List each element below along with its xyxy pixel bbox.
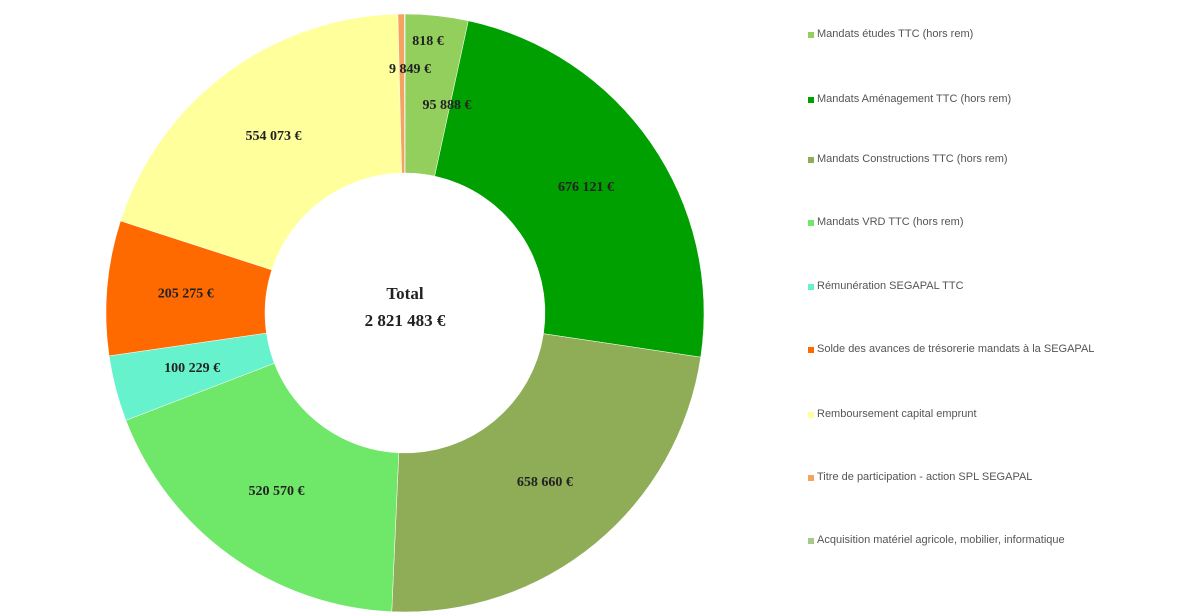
legend-label: Mandats Aménagement TTC (hors rem): [817, 93, 1012, 105]
legend-item: Mandats Constructions TTC (hors rem): [808, 153, 1182, 165]
legend-swatch: [808, 284, 814, 290]
slice: [404, 13, 406, 174]
legend-item: Titre de participation - action SPL SEGA…: [808, 471, 1182, 483]
legend-label: Mandats Constructions TTC (hors rem): [817, 153, 1008, 165]
slice: [120, 13, 402, 271]
legend-item: Solde des avances de trésorerie mandats …: [808, 343, 1182, 355]
legend-swatch: [808, 157, 814, 163]
legend-swatch: [808, 347, 814, 353]
legend-swatch: [808, 475, 814, 481]
chart: Total 2 821 483 € 95 888 € 676 121 € 658 6…: [105, 13, 705, 612]
legend-swatch: [808, 412, 814, 418]
legend-label: Solde des avances de trésorerie mandats …: [817, 343, 1095, 355]
data-label: 205 275 €: [158, 287, 214, 302]
legend-item: Acquisition matériel agricole, mobilier,…: [808, 534, 1182, 546]
legend-label: Rémunération SEGAPAL TTC: [817, 280, 964, 292]
legend-swatch: [808, 97, 814, 103]
data-label: 100 229 €: [164, 361, 220, 376]
center-total: 2 821 483 €: [365, 311, 446, 330]
legend-label: Remboursement capital emprunt: [817, 408, 977, 420]
legend-swatch: [808, 220, 814, 226]
legend-swatch: [808, 32, 814, 38]
legend-label: Mandats études TTC (hors rem): [817, 28, 974, 40]
legend-label: Mandats VRD TTC (hors rem): [817, 216, 964, 228]
data-label: 818 €: [412, 34, 444, 49]
data-label: 658 660 €: [517, 475, 573, 490]
data-label: 676 121 €: [558, 180, 614, 195]
legend-item: Rémunération SEGAPAL TTC: [808, 280, 1182, 292]
data-label: 9 849 €: [389, 62, 431, 77]
legend-swatch: [808, 538, 814, 544]
legend-item: Mandats études TTC (hors rem): [808, 28, 1182, 40]
legend-label: Acquisition matériel agricole, mobilier,…: [817, 534, 1065, 546]
legend-item: Mandats Aménagement TTC (hors rem): [808, 93, 1182, 105]
slice: [434, 20, 705, 358]
center-title: Total: [386, 284, 423, 303]
data-label: 95 888 €: [423, 98, 472, 113]
slice: [125, 362, 400, 612]
legend-item: Remboursement capital emprunt: [808, 408, 1182, 420]
slice: [391, 333, 701, 612]
data-label: 520 570 €: [248, 484, 304, 499]
data-label: 554 073 €: [245, 129, 301, 144]
legend-item: Mandats VRD TTC (hors rem): [808, 216, 1182, 228]
legend-label: Titre de participation - action SPL SEGA…: [817, 471, 1033, 483]
